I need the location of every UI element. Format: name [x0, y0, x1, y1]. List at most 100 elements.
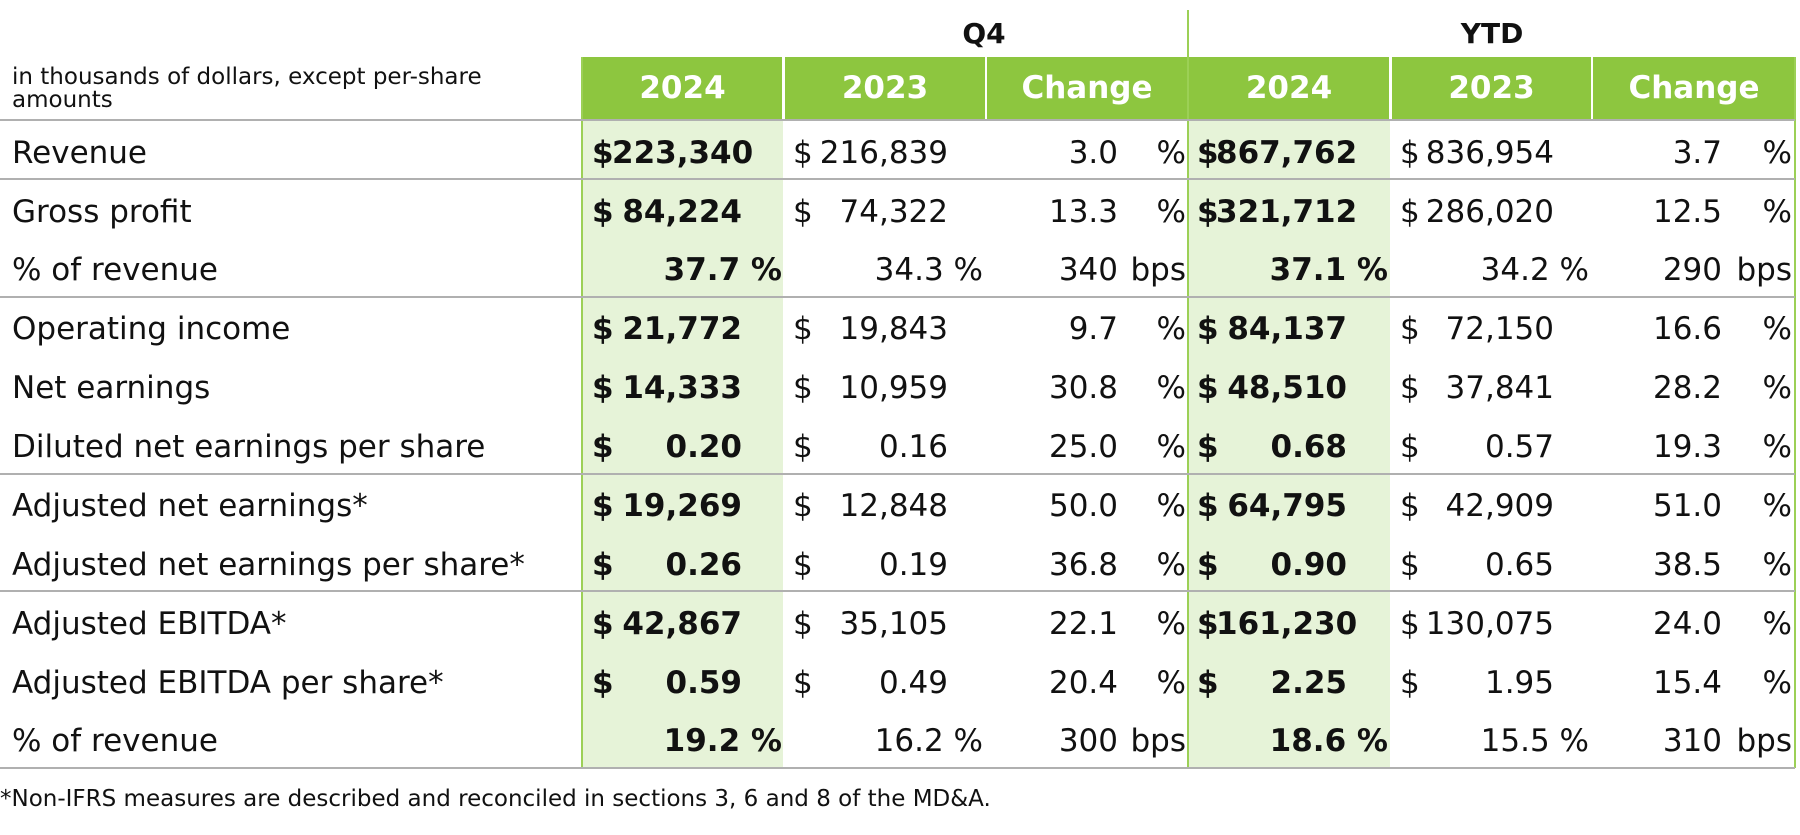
row-label: Diluted net earnings per share	[12, 429, 486, 465]
q4-2024-value: 19,269	[622, 488, 742, 524]
q4-2023-value: 0.49	[878, 665, 948, 701]
currency-symbol: $	[592, 665, 614, 701]
currency-symbol: $	[1197, 429, 1219, 465]
ytd-change-value: 28.2	[1652, 370, 1722, 406]
q4-change-unit: %	[1156, 194, 1186, 230]
q4-change-value: 22.1	[1048, 606, 1118, 642]
row-label: Adjusted net earnings*	[12, 488, 368, 524]
ytd-change-value: 38.5	[1652, 547, 1722, 583]
ytd-change-value: 19.3	[1652, 429, 1722, 465]
q4-2023-value: 34.3 %	[874, 252, 983, 288]
row-divider	[0, 296, 1795, 298]
col-header-q4-change: Change	[987, 57, 1187, 119]
ytd-change-unit: %	[1762, 488, 1792, 524]
q4-change-unit: %	[1156, 606, 1186, 642]
currency-symbol: $	[1197, 665, 1219, 701]
ytd-2023-value: 37,841	[1445, 370, 1554, 406]
q4-change-unit: %	[1156, 665, 1186, 701]
q4-2024-value: 19.2 %	[663, 723, 782, 759]
row-label: Adjusted net earnings per share*	[12, 547, 525, 583]
currency-symbol: $	[1197, 488, 1219, 524]
ytd-change-unit: %	[1762, 429, 1792, 465]
table-row: Operating income $21,772 $19,843 $84,137 $72…	[0, 300, 1800, 359]
currency-symbol: $	[793, 135, 813, 171]
ytd-change-unit: %	[1762, 665, 1792, 701]
q4-2024-value: 14,333	[622, 370, 742, 406]
q4-2023-value: 35,105	[839, 606, 948, 642]
ytd-change-value: 12.5	[1652, 194, 1722, 230]
q4-2024-value: 21,772	[622, 311, 742, 347]
q4-change-value: 300	[1058, 723, 1118, 759]
currency-symbol: $	[592, 311, 614, 347]
currency-symbol: $	[1400, 311, 1420, 347]
ytd-change-unit: bps	[1736, 723, 1792, 759]
currency-symbol: $	[793, 429, 813, 465]
ytd-2024-value: 64,795	[1227, 488, 1347, 524]
q4-change-value: 30.8	[1048, 370, 1118, 406]
ytd-change-value: 15.4	[1652, 665, 1722, 701]
currency-symbol: $	[1197, 547, 1219, 583]
ytd-change-unit: %	[1762, 194, 1792, 230]
currency-symbol: $	[1197, 606, 1219, 642]
currency-symbol: $	[793, 547, 813, 583]
column-divider	[581, 57, 583, 768]
ytd-change-unit: %	[1762, 606, 1792, 642]
table-row: Diluted net earnings per share $0.20 $0.16…	[0, 418, 1800, 477]
table-row: Adjusted EBITDA per share* $0.59 $0.49 $2.2…	[0, 654, 1800, 713]
currency-symbol: $	[793, 194, 813, 230]
q4-change-value: 20.4	[1048, 665, 1118, 701]
q4-2024-column-shade	[583, 120, 783, 768]
col-header-ytd-2023: 2023	[1392, 57, 1591, 119]
ytd-change-unit: bps	[1736, 252, 1792, 288]
column-divider	[1187, 57, 1189, 768]
ytd-2024-value: 18.6 %	[1269, 723, 1388, 759]
ytd-change-value: 290	[1662, 252, 1722, 288]
q4-2023-value: 0.19	[878, 547, 948, 583]
ytd-2023-value: 836,954	[1425, 135, 1554, 171]
q4-2024-value: 42,867	[622, 606, 742, 642]
ytd-2023-value: 286,020	[1425, 194, 1554, 230]
col-header-ytd-change: Change	[1593, 57, 1795, 119]
q4-2023-value: 74,322	[839, 194, 948, 230]
q4-change-value: 13.3	[1048, 194, 1118, 230]
table-row: Adjusted net earnings* $19,269 $12,848 $64,…	[0, 477, 1800, 536]
ytd-change-unit: %	[1762, 311, 1792, 347]
currency-symbol: $	[592, 488, 614, 524]
ytd-2024-value: 84,137	[1227, 311, 1347, 347]
q4-2023-value: 19,843	[839, 311, 948, 347]
row-label: Net earnings	[12, 370, 211, 406]
ytd-2023-value: 0.57	[1484, 429, 1554, 465]
currency-symbol: $	[592, 547, 614, 583]
ytd-2023-value: 15.5 %	[1480, 723, 1589, 759]
q4-change-value: 25.0	[1048, 429, 1118, 465]
row-label: Gross profit	[12, 194, 192, 230]
ytd-2023-value: 72,150	[1445, 311, 1554, 347]
currency-symbol: $	[1400, 606, 1420, 642]
row-divider	[0, 590, 1795, 592]
currency-symbol: $	[592, 429, 614, 465]
column-divider	[1794, 57, 1796, 768]
ytd-2024-value: 161,230	[1216, 606, 1358, 642]
table-row: % of revenue 19.2 % 16.2 % 18.6 % 15.5 % 300 b…	[0, 712, 1800, 771]
q4-change-value: 340	[1058, 252, 1118, 288]
currency-symbol: $	[592, 606, 614, 642]
currency-symbol: $	[1400, 370, 1420, 406]
currency-symbol: $	[793, 665, 813, 701]
currency-symbol: $	[793, 488, 813, 524]
currency-symbol: $	[1400, 488, 1420, 524]
currency-symbol: $	[1400, 547, 1420, 583]
ytd-2023-value: 0.65	[1484, 547, 1554, 583]
ytd-2024-value: 867,762	[1216, 135, 1358, 171]
q4-2023-value: 216,839	[819, 135, 948, 171]
ytd-change-unit: %	[1762, 547, 1792, 583]
currency-symbol: $	[793, 606, 813, 642]
ytd-change-value: 51.0	[1652, 488, 1722, 524]
row-label: Adjusted EBITDA per share*	[12, 665, 444, 701]
row-divider	[0, 119, 1795, 121]
currency-symbol: $	[1197, 194, 1219, 230]
units-note: in thousands of dollars, except per-shar…	[12, 64, 482, 113]
currency-symbol: $	[1400, 194, 1420, 230]
ytd-change-value: 24.0	[1652, 606, 1722, 642]
currency-symbol: $	[1400, 665, 1420, 701]
ytd-change-value: 3.7	[1672, 135, 1722, 171]
